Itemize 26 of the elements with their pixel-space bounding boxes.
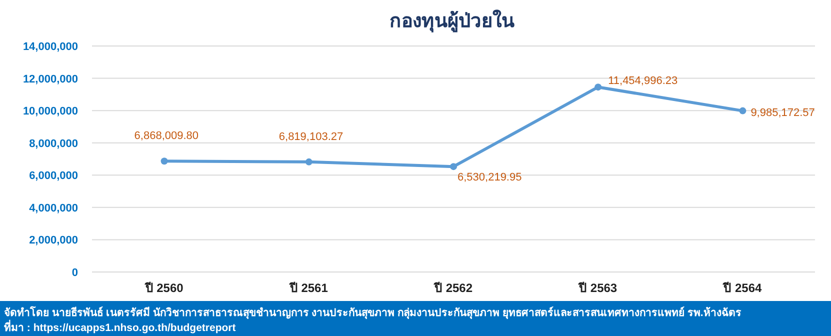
data-label: 11,454,996.23 bbox=[608, 75, 678, 88]
point bbox=[739, 107, 746, 114]
text: ที่มา : https://ucapps1.nhso.go.th/budgetreport bbox=[4, 319, 236, 334]
point bbox=[450, 163, 457, 170]
y-tick-label: 2,000,000 bbox=[29, 234, 78, 247]
x-tick-label: ปี 2563 bbox=[578, 281, 618, 295]
y-tick-label: 14,000,000 bbox=[22, 41, 78, 53]
x-tick-label: ปี 2562 bbox=[433, 281, 473, 295]
y-tick-label: 12,000,000 bbox=[22, 73, 78, 86]
point bbox=[160, 158, 168, 165]
data-label: 6,819,103.27 bbox=[278, 130, 344, 143]
x-tick-label: ปี 2564 bbox=[722, 281, 762, 295]
point bbox=[305, 158, 312, 166]
point bbox=[594, 84, 602, 91]
data-label: 6,868,009.80 bbox=[134, 130, 199, 142]
data-label: 6,530,219.95 bbox=[458, 172, 522, 184]
y-tick-label: 0 bbox=[72, 267, 78, 279]
y-tick-label: 6,000,000 bbox=[29, 170, 78, 182]
y-tick-label: 4,000,000 bbox=[29, 202, 78, 214]
text: จัดทำโดย นายธีรพันธ์ เนตรรัศมี นักวิชาการสาธารณสุขชำนาญการ งานประกันสุขภาพ กลุ่มงานประกันสุขภาพ ยุทธศาสตร์และสารสนเทศทางการแพทย์ รพ.ห้างฉัตร bbox=[4, 306, 742, 320]
x-tick-label: ปี 2561 bbox=[288, 281, 328, 295]
x-tick-label: ปี 2560 bbox=[144, 281, 184, 295]
y-tick-label: 10,000,000 bbox=[22, 106, 78, 118]
chart-title: กองทุนผู้ป่วยใน bbox=[390, 9, 514, 33]
data-label: 9,985,172.57 bbox=[750, 106, 815, 119]
y-tick-label: 8,000,000 bbox=[29, 138, 78, 150]
